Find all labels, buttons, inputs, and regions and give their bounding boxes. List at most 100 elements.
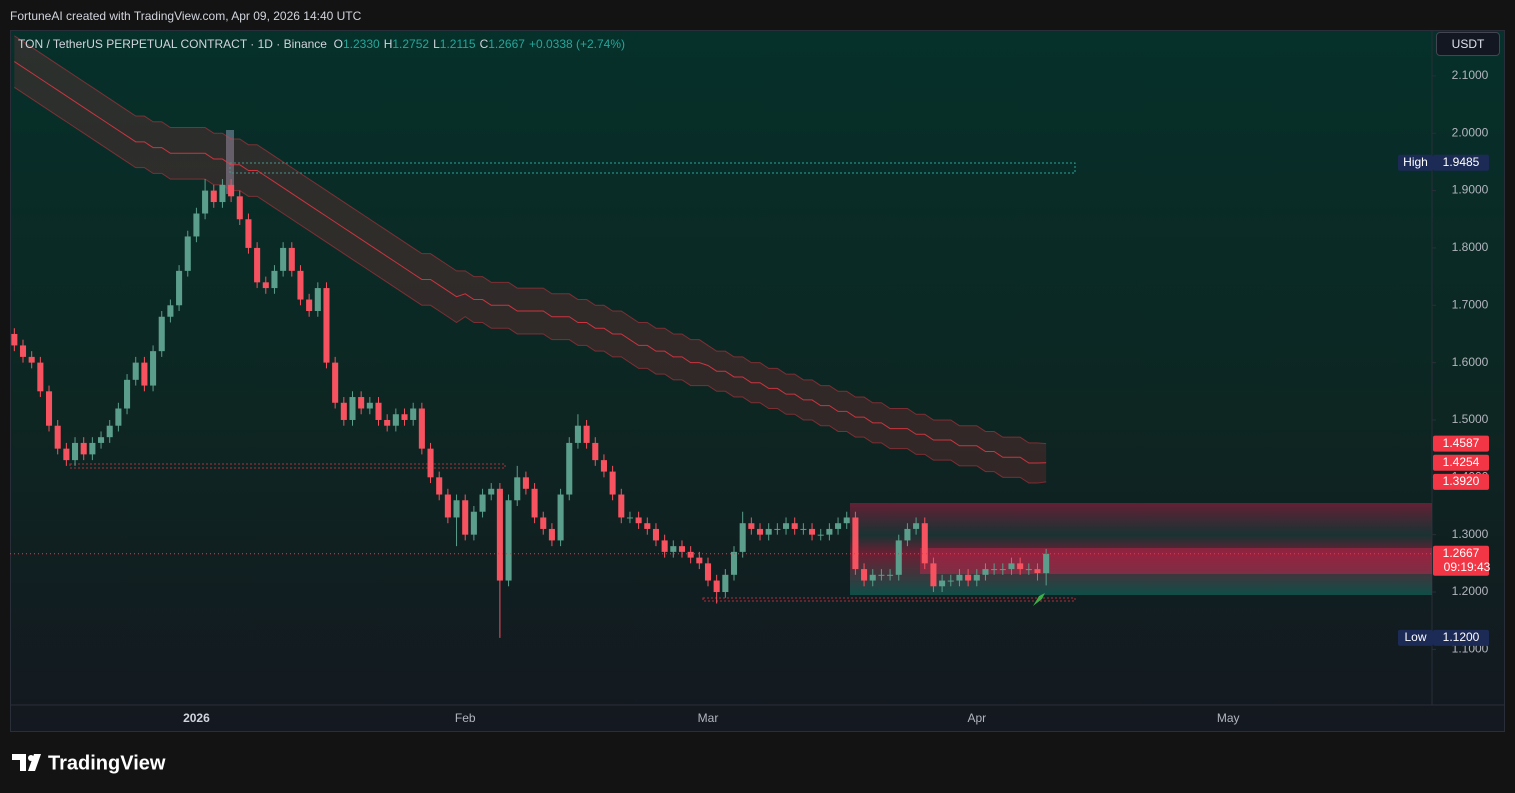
price-marker-label: 1.3920 xyxy=(1443,474,1480,488)
candle-body xyxy=(687,551,694,558)
candle-body xyxy=(991,569,998,571)
candle-body xyxy=(306,299,313,312)
candle-body xyxy=(45,391,53,426)
candle-body xyxy=(262,282,269,289)
candle-body xyxy=(774,528,781,530)
candle-body xyxy=(592,442,599,461)
price-marker-name: High xyxy=(1403,155,1428,169)
candle-body xyxy=(939,580,946,587)
candle-body xyxy=(124,379,131,409)
watermark: FortuneAI created with TradingView.com, … xyxy=(10,9,362,23)
candle-body xyxy=(436,477,443,495)
x-tick-label: Apr xyxy=(967,711,986,725)
candle-body xyxy=(176,270,183,306)
candle-body xyxy=(11,333,18,346)
candle-body xyxy=(904,528,911,541)
candle-body xyxy=(444,494,451,518)
candle-body xyxy=(19,345,27,357)
candle-body xyxy=(574,425,581,443)
candle-body xyxy=(496,488,503,581)
price-marker-note: 09:19:43 xyxy=(1444,560,1491,574)
price-marker xyxy=(1433,154,1489,171)
x-tick-label: Mar xyxy=(698,711,719,725)
candle-body xyxy=(982,569,989,575)
candle-body xyxy=(418,408,425,449)
candle-body xyxy=(288,247,295,271)
candle-body xyxy=(557,494,564,541)
y-tick-label: 1.8000 xyxy=(1452,240,1489,254)
price-marker-label: 1.1200 xyxy=(1443,630,1480,644)
candle-body xyxy=(670,546,677,552)
price-marker-tag xyxy=(1398,154,1433,171)
candle-body xyxy=(219,184,226,203)
candle-body xyxy=(28,356,35,363)
candle-body xyxy=(765,528,772,535)
candle-body xyxy=(280,247,287,271)
candle-body xyxy=(626,517,633,519)
candle-body xyxy=(713,580,720,593)
ohlc-value: 1.2330 xyxy=(343,37,380,51)
candle-body xyxy=(869,574,876,581)
candle-body xyxy=(835,523,842,529)
support-zone xyxy=(702,597,1076,602)
candle-body xyxy=(1025,569,1032,571)
candle-body xyxy=(470,511,477,535)
session-marker xyxy=(226,130,234,194)
currency-button[interactable]: USDT xyxy=(1436,32,1500,56)
candle-body xyxy=(366,402,373,409)
candle-body xyxy=(635,517,642,524)
candle-body xyxy=(505,500,512,581)
candle-body xyxy=(930,563,937,587)
ohlc-value: 1.2752 xyxy=(392,37,430,51)
candle-body xyxy=(488,488,495,495)
logo-dot xyxy=(28,755,34,761)
candle-body xyxy=(600,460,607,472)
price-marker xyxy=(1433,435,1489,452)
liquidity-zone xyxy=(850,503,1432,595)
candle-body xyxy=(800,528,807,530)
candle-body xyxy=(826,528,833,535)
logo-text: TradingView xyxy=(48,752,166,774)
candle-body xyxy=(973,574,980,581)
price-marker xyxy=(1433,454,1489,471)
candle-body xyxy=(644,523,651,529)
candle-body xyxy=(271,270,278,289)
symbol-legend: TON / TetherUS PERPETUAL CONTRACT · 1D ·… xyxy=(18,37,629,51)
candle-body xyxy=(462,500,469,535)
candle-body xyxy=(722,574,729,593)
ribbon-fill xyxy=(14,35,1047,484)
candle-body xyxy=(618,494,625,518)
candle-body xyxy=(887,574,894,576)
y-tick-label: 1.9000 xyxy=(1452,183,1489,197)
x-tick-label: May xyxy=(1217,711,1240,725)
candle-body xyxy=(514,477,521,501)
candle-body xyxy=(297,270,304,300)
candle-body xyxy=(548,528,555,541)
candle-body xyxy=(748,523,755,529)
candle-body xyxy=(89,442,96,455)
candle-body xyxy=(245,219,252,248)
ohlc-key: H xyxy=(383,37,393,51)
candle-body xyxy=(843,517,850,524)
rocket-icon xyxy=(1033,593,1045,606)
logo-mark xyxy=(12,754,41,771)
candle-body xyxy=(115,408,122,426)
candle-body xyxy=(739,523,746,552)
candle-body xyxy=(392,414,399,426)
candle-body xyxy=(54,425,61,449)
candle-body xyxy=(861,569,868,581)
candle-body xyxy=(63,448,70,461)
candle-body xyxy=(349,397,356,420)
candle-body xyxy=(375,402,382,420)
candle-body xyxy=(98,437,105,443)
candle-body xyxy=(401,414,408,420)
candle-body xyxy=(921,523,928,564)
candle-body xyxy=(236,196,243,220)
candle-body xyxy=(956,574,963,581)
price-marker-label: 1.2667 xyxy=(1443,546,1480,560)
candle-body xyxy=(756,528,764,535)
candle-body xyxy=(141,362,148,386)
candle-body xyxy=(453,500,460,518)
